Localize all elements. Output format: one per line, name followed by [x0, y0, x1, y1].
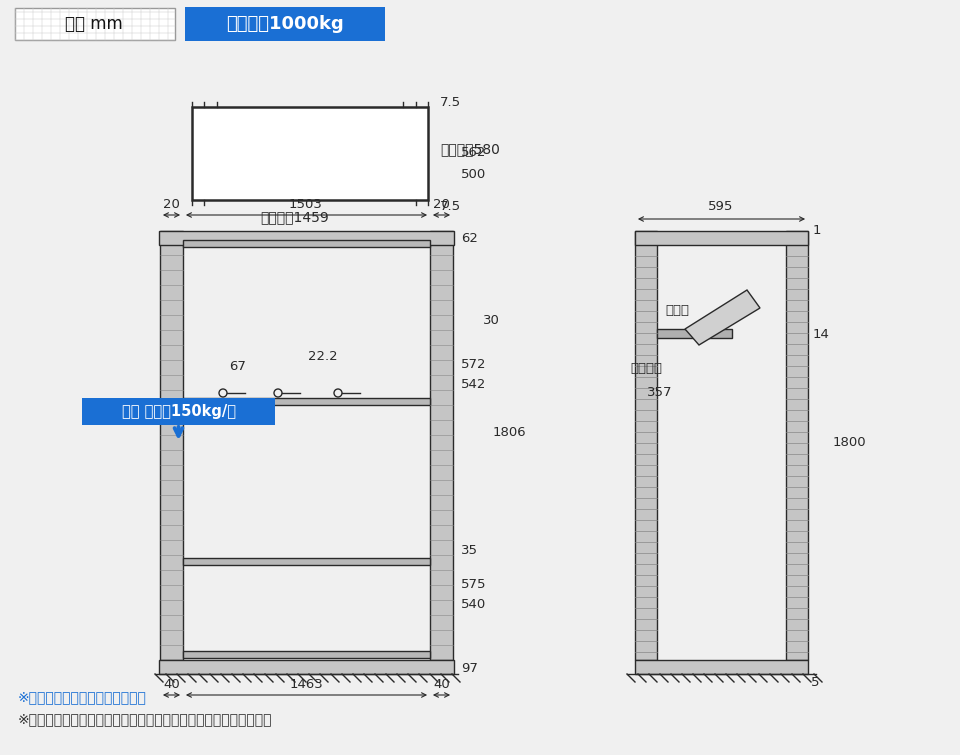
- Text: 540: 540: [461, 599, 487, 612]
- Text: 97: 97: [461, 661, 478, 674]
- Bar: [15, 8, 175, 40]
- Bar: [786, 231, 808, 660]
- Text: 28: 28: [243, 402, 259, 415]
- Text: 35: 35: [461, 544, 478, 556]
- Text: 562: 562: [461, 146, 487, 159]
- Bar: [635, 231, 808, 245]
- Text: 有効寸法1459: 有効寸法1459: [260, 210, 329, 224]
- Text: 総耆荷重1000kg: 総耆荷重1000kg: [227, 15, 344, 33]
- Text: 1463: 1463: [289, 678, 323, 691]
- Polygon shape: [685, 290, 760, 345]
- Text: ※サイズに多少の誤差がある場合がございます。ご了承ください。: ※サイズに多少の誤差がある場合がございます。ご了承ください。: [18, 712, 273, 726]
- Text: 30: 30: [483, 313, 500, 326]
- Text: 357: 357: [647, 386, 673, 399]
- Text: 7.5: 7.5: [440, 199, 461, 212]
- Text: 572: 572: [461, 359, 487, 371]
- Text: 単位 mm: 単位 mm: [65, 15, 123, 33]
- Bar: [635, 231, 657, 660]
- Bar: [657, 329, 732, 338]
- Bar: [430, 231, 453, 660]
- Bar: [159, 660, 454, 674]
- Text: 62: 62: [461, 232, 478, 245]
- Text: 575: 575: [461, 578, 487, 591]
- Text: 有効寸法580: 有効寸法580: [440, 142, 500, 156]
- Bar: [185, 7, 385, 41]
- Text: 542: 542: [461, 378, 487, 392]
- Text: 有効寸法: 有効寸法: [630, 362, 662, 374]
- Text: 14: 14: [813, 328, 829, 341]
- Text: 22.2: 22.2: [308, 350, 338, 363]
- Bar: [160, 231, 183, 660]
- Text: 1800: 1800: [833, 436, 867, 449]
- Text: 20: 20: [433, 198, 450, 211]
- Text: 1806: 1806: [493, 427, 527, 439]
- Text: 1: 1: [813, 224, 822, 238]
- Bar: [192, 107, 428, 200]
- Text: 20: 20: [163, 198, 180, 211]
- Text: 500: 500: [461, 168, 487, 181]
- Bar: [183, 558, 430, 565]
- Text: 7.5: 7.5: [440, 97, 461, 109]
- Text: 40: 40: [163, 678, 180, 691]
- Text: 67: 67: [229, 360, 247, 373]
- Bar: [82, 398, 275, 425]
- Text: ※耆荷重は、等分布となります。: ※耆荷重は、等分布となります。: [18, 690, 147, 704]
- Text: 5: 5: [811, 676, 820, 689]
- Bar: [183, 398, 430, 405]
- Text: アーム: アーム: [665, 304, 689, 316]
- Bar: [635, 660, 808, 674]
- Text: 40: 40: [433, 678, 450, 691]
- Bar: [159, 231, 454, 245]
- Text: 棚板 耆荷重150kg/段: 棚板 耆荷重150kg/段: [122, 404, 235, 419]
- Text: 595: 595: [708, 200, 733, 213]
- Bar: [183, 240, 430, 247]
- Text: 1503: 1503: [289, 198, 323, 211]
- Bar: [183, 651, 430, 658]
